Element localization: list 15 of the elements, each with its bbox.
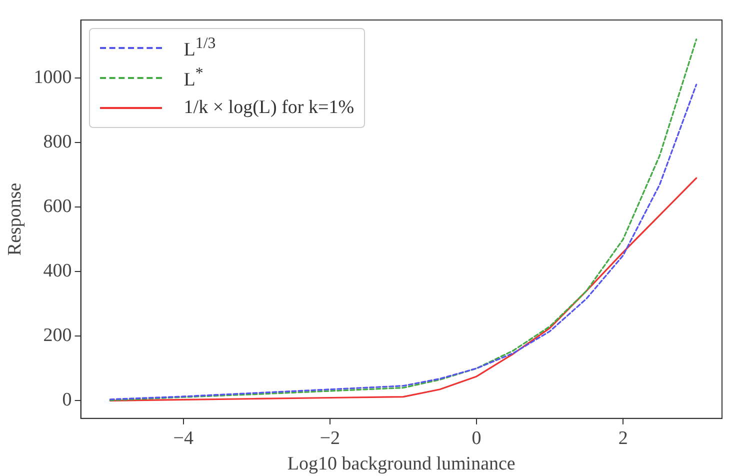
y-tick-label: 200 (43, 325, 72, 346)
x-tick-label: 2 (618, 428, 628, 449)
x-tick-label: 0 (472, 428, 482, 449)
x-tick-label: −4 (173, 428, 194, 449)
y-tick-label: 600 (43, 196, 72, 218)
y-tick-label: 0 (62, 390, 72, 411)
y-tick-label: 800 (43, 132, 72, 153)
legend-label: L$^{*}$ (184, 64, 204, 92)
y-tick-label: 400 (43, 260, 72, 282)
x-axis-title: Log10 background luminance (287, 454, 516, 475)
legend-label: 1/k × log(L) for k=1% (184, 97, 354, 119)
legend-label: L$^{1/3}$ (184, 34, 216, 62)
x-tick-label: −2 (320, 428, 340, 449)
y-tick-label: 1000 (34, 67, 72, 88)
y-axis-title: Response (4, 182, 26, 256)
